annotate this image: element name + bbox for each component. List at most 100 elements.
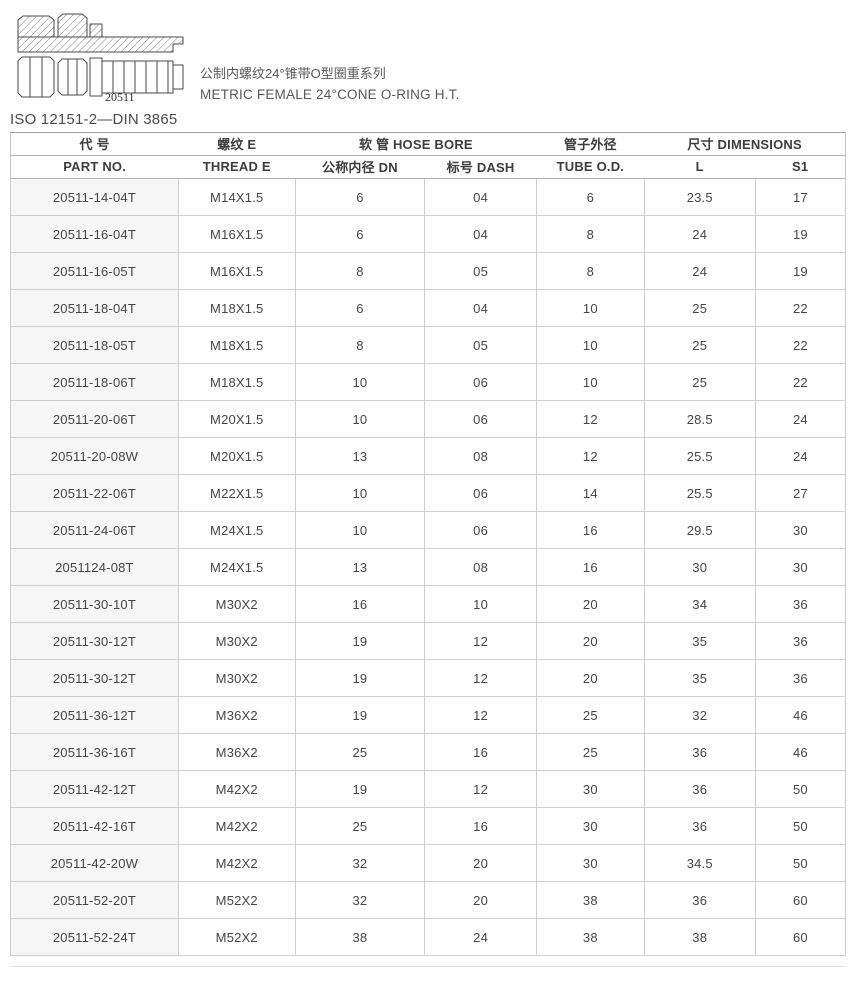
table-row: 2051124-08T M24X1.5 13 08 16 30 30: [10, 548, 847, 586]
cell-dn: 13: [294, 548, 426, 586]
table-row: 20511-36-16T M36X2 25 16 25 36 46: [10, 733, 847, 771]
table-row: 20511-20-06T M20X1.5 10 06 12 28.5 24: [10, 400, 847, 438]
cell-s1: 36: [754, 585, 847, 623]
cell-s1: 30: [754, 548, 847, 586]
cell-dn: 6: [294, 178, 426, 216]
col-tube-od-cn: 管子外径: [536, 132, 645, 156]
cell-dash: 12: [424, 770, 538, 808]
cell-s1: 22: [754, 289, 847, 327]
cell-tube-od: 14: [536, 474, 645, 512]
cell-dn: 19: [294, 622, 426, 660]
cell-s1: 60: [754, 881, 847, 919]
cell-dn: 10: [294, 474, 426, 512]
table-row: 20511-14-04T M14X1.5 6 04 6 23.5 17: [10, 178, 847, 216]
cell-dn: 32: [294, 844, 426, 882]
cell-thread-e: M18X1.5: [177, 289, 296, 327]
cell-thread-e: M14X1.5: [177, 178, 296, 216]
cell-thread-e: M16X1.5: [177, 252, 296, 290]
cell-part-no: 20511-24-06T: [10, 511, 179, 549]
cell-thread-e: M30X2: [177, 622, 296, 660]
cell-part-no: 20511-20-06T: [10, 400, 179, 438]
cell-part-no: 20511-42-16T: [10, 807, 179, 845]
header-row-en: PART NO. THREAD E 公称内径 DN 标号 DASH TUBE O…: [10, 155, 846, 179]
cell-thread-e: M36X2: [177, 696, 296, 734]
cell-s1: 60: [754, 918, 847, 956]
table-row: 20511-42-12T M42X2 19 12 30 36 50: [10, 770, 847, 808]
cell-dn: 10: [294, 400, 426, 438]
cell-thread-e: M24X1.5: [177, 548, 296, 586]
cell-s1: 50: [754, 807, 847, 845]
cell-tube-od: 16: [536, 511, 645, 549]
cell-tube-od: 10: [536, 326, 645, 364]
cell-part-no: 20511-18-06T: [10, 363, 179, 401]
cell-thread-e: M18X1.5: [177, 363, 296, 401]
cell-l: 24: [643, 252, 756, 290]
table-row: 20511-24-06T M24X1.5 10 06 16 29.5 30: [10, 511, 847, 549]
cell-l: 32: [643, 696, 756, 734]
cell-tube-od: 8: [536, 252, 645, 290]
cell-thread-e: M24X1.5: [177, 511, 296, 549]
cell-dash: 20: [424, 844, 538, 882]
cell-thread-e: M42X2: [177, 807, 296, 845]
bottom-divider: [10, 966, 846, 967]
cell-l: 36: [643, 770, 756, 808]
col-tube-od: TUBE O.D.: [536, 155, 645, 179]
cell-tube-od: 20: [536, 585, 645, 623]
cell-s1: 46: [754, 696, 847, 734]
cell-tube-od: 12: [536, 400, 645, 438]
col-dn: 公称内径 DN: [295, 155, 425, 179]
cell-s1: 50: [754, 844, 847, 882]
cell-part-no: 20511-42-12T: [10, 770, 179, 808]
col-dash: 标号 DASH: [424, 155, 537, 179]
cell-part-no: 20511-14-04T: [10, 178, 179, 216]
series-title-english: METRIC FEMALE 24°CONE O-RING H.T.: [200, 87, 460, 103]
cell-dn: 10: [294, 511, 426, 549]
cell-dash: 10: [424, 585, 538, 623]
cell-s1: 24: [754, 400, 847, 438]
page-header: 20511 公制内螺纹24°锥带O型圈重系列 METRIC FEMALE 24°…: [10, 6, 846, 107]
cell-dash: 04: [424, 215, 538, 253]
cell-l: 25.5: [643, 437, 756, 475]
cell-dn: 25: [294, 733, 426, 771]
cell-part-no: 20511-42-20W: [10, 844, 179, 882]
cell-tube-od: 38: [536, 881, 645, 919]
cell-l: 30: [643, 548, 756, 586]
cell-l: 25: [643, 363, 756, 401]
series-titles: 公制内螺纹24°锥带O型圈重系列 METRIC FEMALE 24°CONE O…: [200, 64, 460, 107]
table-row: 20511-52-20T M52X2 32 20 38 36 60: [10, 881, 847, 919]
cell-dn: 10: [294, 363, 426, 401]
fitting-drawing-block: 20511: [10, 7, 192, 107]
cell-dash: 12: [424, 622, 538, 660]
cell-tube-od: 30: [536, 770, 645, 808]
cell-s1: 19: [754, 215, 847, 253]
cell-part-no: 20511-30-12T: [10, 659, 179, 697]
table-row: 20511-18-06T M18X1.5 10 06 10 25 22: [10, 363, 847, 401]
cell-l: 36: [643, 807, 756, 845]
cell-dn: 19: [294, 696, 426, 734]
cell-dash: 08: [424, 548, 538, 586]
cell-dn: 8: [294, 252, 426, 290]
table-row: 20511-36-12T M36X2 19 12 25 32 46: [10, 696, 847, 734]
cell-tube-od: 8: [536, 215, 645, 253]
col-part-no: PART NO.: [10, 155, 179, 179]
cell-part-no: 20511-18-04T: [10, 289, 179, 327]
cell-s1: 24: [754, 437, 847, 475]
cell-dash: 20: [424, 881, 538, 919]
col-l: L: [644, 155, 756, 179]
cell-tube-od: 16: [536, 548, 645, 586]
cell-dn: 19: [294, 659, 426, 697]
cell-dash: 06: [424, 511, 538, 549]
cell-dn: 13: [294, 437, 426, 475]
cell-thread-e: M30X2: [177, 659, 296, 697]
cell-part-no: 20511-16-05T: [10, 252, 179, 290]
cell-thread-e: M18X1.5: [177, 326, 296, 364]
cell-thread-e: M20X1.5: [177, 437, 296, 475]
cell-dn: 6: [294, 289, 426, 327]
cell-dash: 05: [424, 326, 538, 364]
cell-tube-od: 10: [536, 363, 645, 401]
cell-l: 28.5: [643, 400, 756, 438]
cell-l: 35: [643, 659, 756, 697]
fitting-drawing: [17, 13, 184, 98]
header-row-cn: 代 号 螺纹 E 软 管 HOSE BORE 管子外径 尺寸 DIMENSION…: [10, 132, 846, 156]
cell-tube-od: 25: [536, 733, 645, 771]
